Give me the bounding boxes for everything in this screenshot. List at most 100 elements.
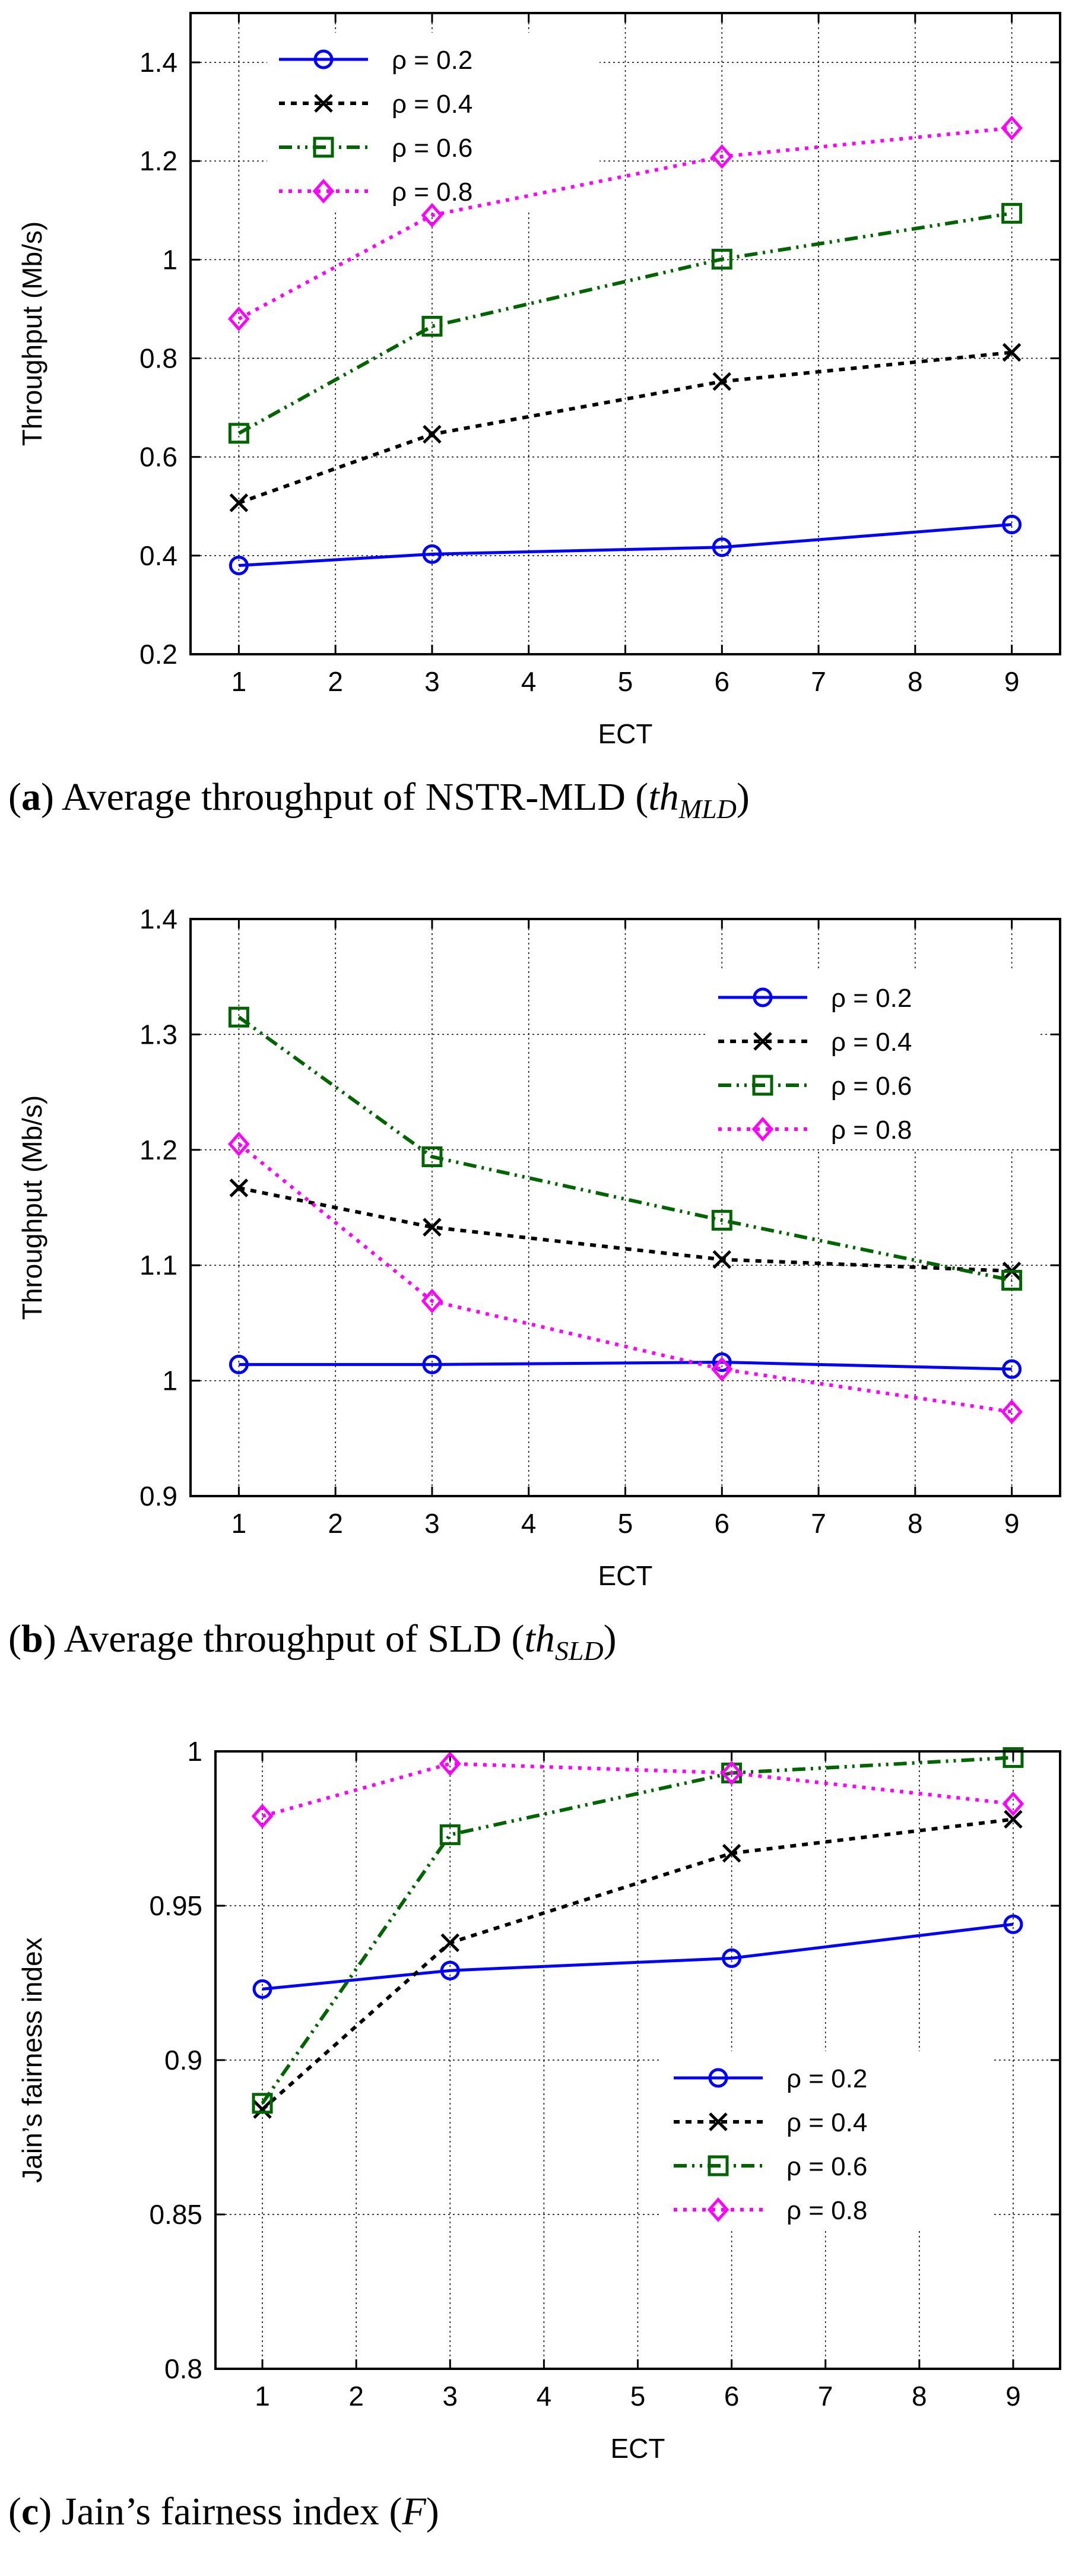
y-tick-label: 0.9 bbox=[164, 2045, 202, 2076]
data-point bbox=[421, 1288, 443, 1314]
caption-math: th bbox=[524, 1617, 554, 1661]
data-point bbox=[711, 249, 732, 270]
x-tick-label: 5 bbox=[618, 1508, 633, 1539]
data-point bbox=[422, 544, 442, 564]
x-tick-label: 6 bbox=[714, 666, 729, 697]
legend-marker-2 bbox=[753, 1032, 772, 1051]
data-point bbox=[440, 1960, 460, 1981]
y-tick-label: 1 bbox=[187, 1736, 202, 1767]
series-line-1 bbox=[262, 1922, 1014, 1991]
legend-marker-4 bbox=[751, 1117, 774, 1142]
chart-b: 1 2 3 4 5 6 7 8 9 0.9 1 1.1 1.2 1.3 1.4 ρ = 0.2 ρ = 0.4 ρ… bbox=[8, 904, 1061, 1666]
x-tick-label: 4 bbox=[521, 666, 537, 697]
data-point bbox=[712, 537, 732, 557]
caption-end: ) bbox=[604, 1617, 617, 1661]
data-point bbox=[421, 202, 443, 228]
data-point bbox=[1002, 515, 1022, 535]
data-point bbox=[1003, 1914, 1023, 1934]
legend-label-3: ρ = 0.6 bbox=[786, 2152, 867, 2181]
legend-label-1: ρ = 0.2 bbox=[786, 2064, 867, 2093]
legend-marker-3 bbox=[313, 137, 334, 158]
y-tick-label: 1.4 bbox=[139, 47, 177, 78]
series-line-4 bbox=[237, 1142, 1013, 1414]
x-tick-label: 7 bbox=[818, 2381, 833, 2412]
legend-label-3: ρ = 0.6 bbox=[392, 134, 472, 163]
series-line-3 bbox=[261, 1756, 1014, 2105]
legend-label-2: ρ = 0.4 bbox=[786, 2108, 867, 2137]
data-point bbox=[252, 1979, 272, 1999]
legend-label-4: ρ = 0.8 bbox=[831, 1116, 912, 1145]
legend-label-4: ρ = 0.8 bbox=[786, 2196, 867, 2225]
caption-paren: ) bbox=[39, 2490, 52, 2533]
x-tick-label: 4 bbox=[537, 2381, 552, 2412]
series-line-3 bbox=[237, 1015, 1013, 1282]
data-point bbox=[1001, 1399, 1023, 1424]
data-point bbox=[228, 423, 249, 444]
data-point bbox=[1001, 1269, 1023, 1291]
caption-subscript: MLD bbox=[678, 794, 737, 824]
data-point bbox=[710, 144, 733, 169]
x-tick-label: 2 bbox=[328, 666, 343, 697]
caption-label: a bbox=[21, 775, 41, 819]
data-point bbox=[421, 316, 443, 337]
data-point bbox=[423, 1218, 442, 1237]
caption-label: b bbox=[21, 1617, 43, 1661]
x-tick-label: 5 bbox=[630, 2381, 646, 2412]
data-point bbox=[1003, 1747, 1024, 1768]
caption-paren: ( bbox=[8, 1617, 21, 1661]
caption-end: ) bbox=[737, 775, 750, 819]
y-tick-label: 0.9 bbox=[139, 1481, 177, 1512]
legend-marker-3 bbox=[752, 1075, 773, 1096]
data-point bbox=[422, 1354, 442, 1374]
x-axis-label: ECT bbox=[598, 1560, 653, 1591]
data-point bbox=[1002, 343, 1022, 362]
series-line-3 bbox=[237, 211, 1013, 435]
y-tick-label: 0.4 bbox=[139, 540, 177, 571]
data-point bbox=[228, 1006, 249, 1028]
figure-caption: (a) Average throughput of NSTR-MLD (thML… bbox=[8, 775, 750, 824]
x-tick-label: 7 bbox=[811, 1508, 826, 1539]
x-tick-label: 1 bbox=[231, 1508, 247, 1539]
data-point bbox=[712, 372, 732, 391]
caption-paren: ) bbox=[43, 1617, 56, 1661]
plot-frame bbox=[189, 12, 1061, 655]
data-point bbox=[439, 1751, 461, 1776]
legend-marker-2 bbox=[314, 94, 333, 113]
data-point bbox=[710, 1357, 733, 1382]
legend-marker-1 bbox=[708, 2068, 728, 2088]
data-point bbox=[251, 1804, 274, 1829]
x-tick-label: 5 bbox=[618, 666, 633, 697]
data-point bbox=[228, 1132, 250, 1156]
data-point bbox=[712, 1352, 732, 1372]
data-point bbox=[722, 1843, 741, 1863]
x-axis-label: ECT bbox=[598, 718, 653, 749]
data-point bbox=[423, 424, 442, 444]
y-tick-label: 1.2 bbox=[139, 145, 177, 176]
data-point bbox=[229, 1178, 249, 1197]
data-point bbox=[1001, 202, 1023, 224]
x-tick-label: 6 bbox=[714, 1508, 729, 1539]
figure-caption: (c) Jain’s fairness index (F) bbox=[8, 2490, 439, 2533]
legend-marker-2 bbox=[709, 2112, 728, 2131]
y-axis-label: Jain’s fairness index bbox=[17, 1937, 47, 2182]
data-point bbox=[229, 555, 249, 575]
data-point bbox=[1004, 1810, 1023, 1829]
chart-c: 1 2 3 4 5 6 7 8 9 0.8 0.85 0.9 0.95 1 ρ = 0.2 ρ = 0.4 ρ … bbox=[8, 1736, 1061, 2533]
data-point bbox=[440, 1933, 460, 1953]
caption-subscript: SLD bbox=[555, 1636, 604, 1666]
y-tick-label: 1.4 bbox=[139, 904, 177, 934]
legend-marker-1 bbox=[753, 987, 773, 1007]
y-tick-label: 0.95 bbox=[149, 1890, 202, 1921]
y-axis-label: Throughput (Mb/s) bbox=[17, 221, 47, 446]
data-point bbox=[228, 306, 250, 331]
caption-math: F bbox=[401, 2490, 426, 2533]
legend-marker-3 bbox=[708, 2155, 729, 2176]
data-point bbox=[253, 2100, 272, 2119]
x-tick-label: 7 bbox=[811, 666, 826, 697]
x-tick-label: 2 bbox=[348, 2381, 364, 2412]
series-line-2 bbox=[238, 1186, 1012, 1273]
y-tick-label: 0.2 bbox=[139, 639, 177, 670]
legend-label-1: ρ = 0.2 bbox=[831, 984, 912, 1013]
caption-text: Jain’s fairness index ( bbox=[52, 2490, 402, 2533]
